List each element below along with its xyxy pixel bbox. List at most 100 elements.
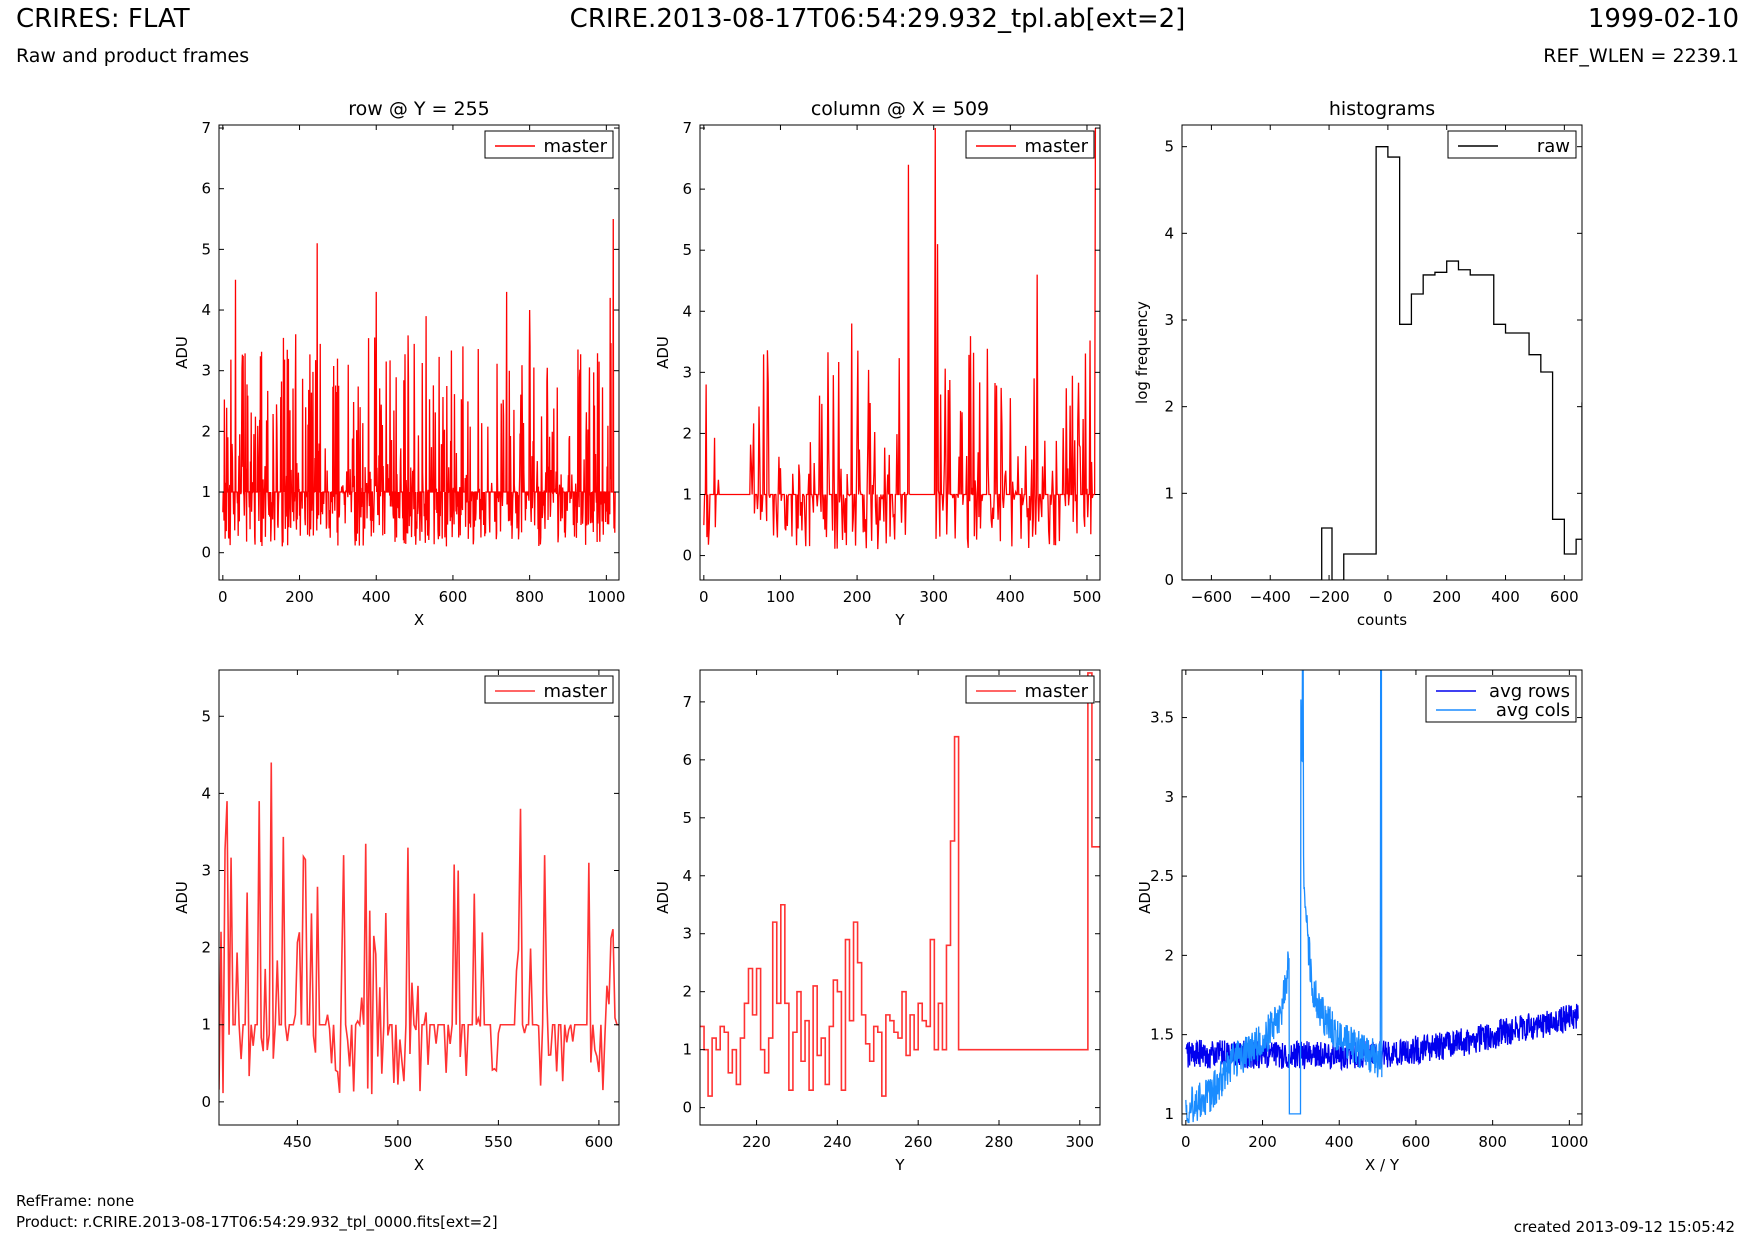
y-tick-label: 0 (201, 1093, 211, 1111)
y-tick-label: 2 (1164, 946, 1174, 964)
y-tick-label: 6 (682, 180, 692, 198)
y-tick-label: 0 (682, 547, 692, 565)
page-subtitle: Raw and product frames (16, 45, 250, 67)
y-tick-label: 5 (682, 241, 692, 259)
y-tick-label: 3 (682, 925, 692, 943)
x-tick-label: 400 (1325, 1133, 1354, 1151)
series-line-1 (703, 128, 1097, 550)
chart-title: row @ Y = 255 (348, 98, 490, 120)
chart-panel-6: 0 200 400 600 800 1000 1 1.5 2 2.5 3 3.5 X / Y ADU avg… (1136, 669, 1588, 1174)
legend-label: master (544, 681, 608, 702)
plot-frame (699, 669, 1101, 1126)
legend-label: master (1025, 136, 1089, 157)
y-axis-label: log frequency (1133, 301, 1151, 404)
y-tick-label: 5 (201, 707, 211, 725)
y-tick-label: 0 (1164, 571, 1174, 589)
y-tick-label: 1 (1164, 484, 1174, 502)
legend: master (965, 675, 1095, 704)
series-line-1 (219, 762, 619, 1095)
series-line-1 (700, 672, 1100, 1097)
x-tick-label: 240 (823, 1133, 852, 1151)
y-axis-label: ADU (173, 336, 191, 369)
y-axis-label: ADU (1136, 881, 1154, 914)
y-tick-label: 0 (682, 1099, 692, 1117)
y-tick-label: 6 (682, 751, 692, 769)
legend: raw (1447, 130, 1577, 159)
plot-frame (1181, 124, 1583, 581)
y-tick-label: 5 (1164, 138, 1174, 156)
y-tick-label: 3 (201, 862, 211, 880)
x-axis-label: counts (1357, 611, 1407, 629)
legend-label: master (1025, 681, 1089, 702)
y-tick-label: 4 (201, 301, 211, 319)
legend-box (484, 130, 614, 159)
x-tick-label: 400 (996, 588, 1025, 606)
y-tick-label: 2 (201, 939, 211, 957)
x-tick-label: 1000 (1550, 1133, 1588, 1151)
plot-frame (218, 124, 620, 581)
page-title: CRIRES: FLAT (16, 4, 190, 34)
y-tick-label: 4 (682, 867, 692, 885)
x-axis-label: Y (894, 611, 905, 629)
x-tick-label: 500 (384, 1133, 413, 1151)
x-tick-label: 600 (1550, 588, 1579, 606)
x-tick-label: 800 (1478, 1133, 1507, 1151)
chart-panel-5: 220 240 260 280 300 0 1 2 3 4 5 6 7 Y ADU master (654, 669, 1101, 1174)
legend-label: master (544, 136, 608, 157)
y-tick-label: 3.5 (1150, 709, 1174, 727)
x-tick-label: 500 (1073, 588, 1102, 606)
series-line-2 (1185, 670, 1383, 1124)
x-tick-label: −400 (1250, 588, 1291, 606)
x-tick-label: 450 (283, 1133, 312, 1151)
y-axis-label: ADU (654, 336, 672, 369)
plot-frame (1181, 669, 1583, 1126)
y-tick-label: 2.5 (1150, 867, 1174, 885)
y-tick-label: 5 (201, 240, 211, 258)
plot-frame (218, 669, 620, 1126)
legend: master (484, 130, 614, 159)
ref-frame-label: RefFrame: none (16, 1192, 135, 1210)
legend-box (1425, 675, 1577, 723)
chart-title: histograms (1329, 98, 1435, 120)
legend-label: avg rows (1489, 681, 1570, 702)
x-tick-label: 400 (362, 588, 391, 606)
plot-frame (699, 124, 1101, 581)
y-tick-label: 2 (1164, 398, 1174, 416)
y-tick-label: 2 (682, 983, 692, 1001)
chart-panel-3: −600 −400 −200 0 200 400 600 0 1 2 3 4 5 histograms co… (1133, 98, 1583, 629)
y-axis-label: ADU (173, 881, 191, 914)
x-tick-label: 200 (1432, 588, 1461, 606)
x-tick-label: 200 (1248, 1133, 1277, 1151)
x-tick-label: 0 (699, 588, 709, 606)
x-tick-label: 260 (904, 1133, 933, 1151)
y-tick-label: 2 (682, 424, 692, 442)
x-tick-label: 300 (1065, 1133, 1094, 1151)
y-tick-label: 1 (201, 483, 211, 501)
legend-label: avg cols (1496, 700, 1570, 721)
x-tick-label: 400 (1491, 588, 1520, 606)
x-tick-label: 220 (742, 1133, 771, 1151)
y-tick-label: 7 (201, 119, 211, 137)
x-tick-label: 100 (766, 588, 795, 606)
x-tick-label: 0 (218, 588, 228, 606)
created-label: created 2013-09-12 15:05:42 (1513, 1218, 1735, 1236)
y-tick-label: 7 (682, 119, 692, 137)
x-axis-label: X (414, 611, 424, 629)
y-tick-label: 4 (1164, 224, 1174, 242)
x-tick-label: 0 (1383, 588, 1393, 606)
x-tick-label: 280 (985, 1133, 1014, 1151)
chart-panel-1: 0 200 400 600 800 1000 0 1 2 3 4 5 6 7 row @ Y = 255 X A… (173, 98, 625, 629)
y-tick-label: 1 (201, 1016, 211, 1034)
legend-box (484, 675, 614, 704)
y-tick-label: 7 (682, 693, 692, 711)
x-tick-label: 600 (585, 1133, 614, 1151)
x-tick-label: 600 (439, 588, 468, 606)
legend-box (965, 130, 1095, 159)
series-line-1 (222, 219, 616, 547)
x-tick-label: 800 (515, 588, 544, 606)
y-tick-label: 1.5 (1150, 1026, 1174, 1044)
legend: master (965, 130, 1095, 159)
legend-label: raw (1537, 136, 1570, 157)
x-tick-label: 1000 (587, 588, 625, 606)
